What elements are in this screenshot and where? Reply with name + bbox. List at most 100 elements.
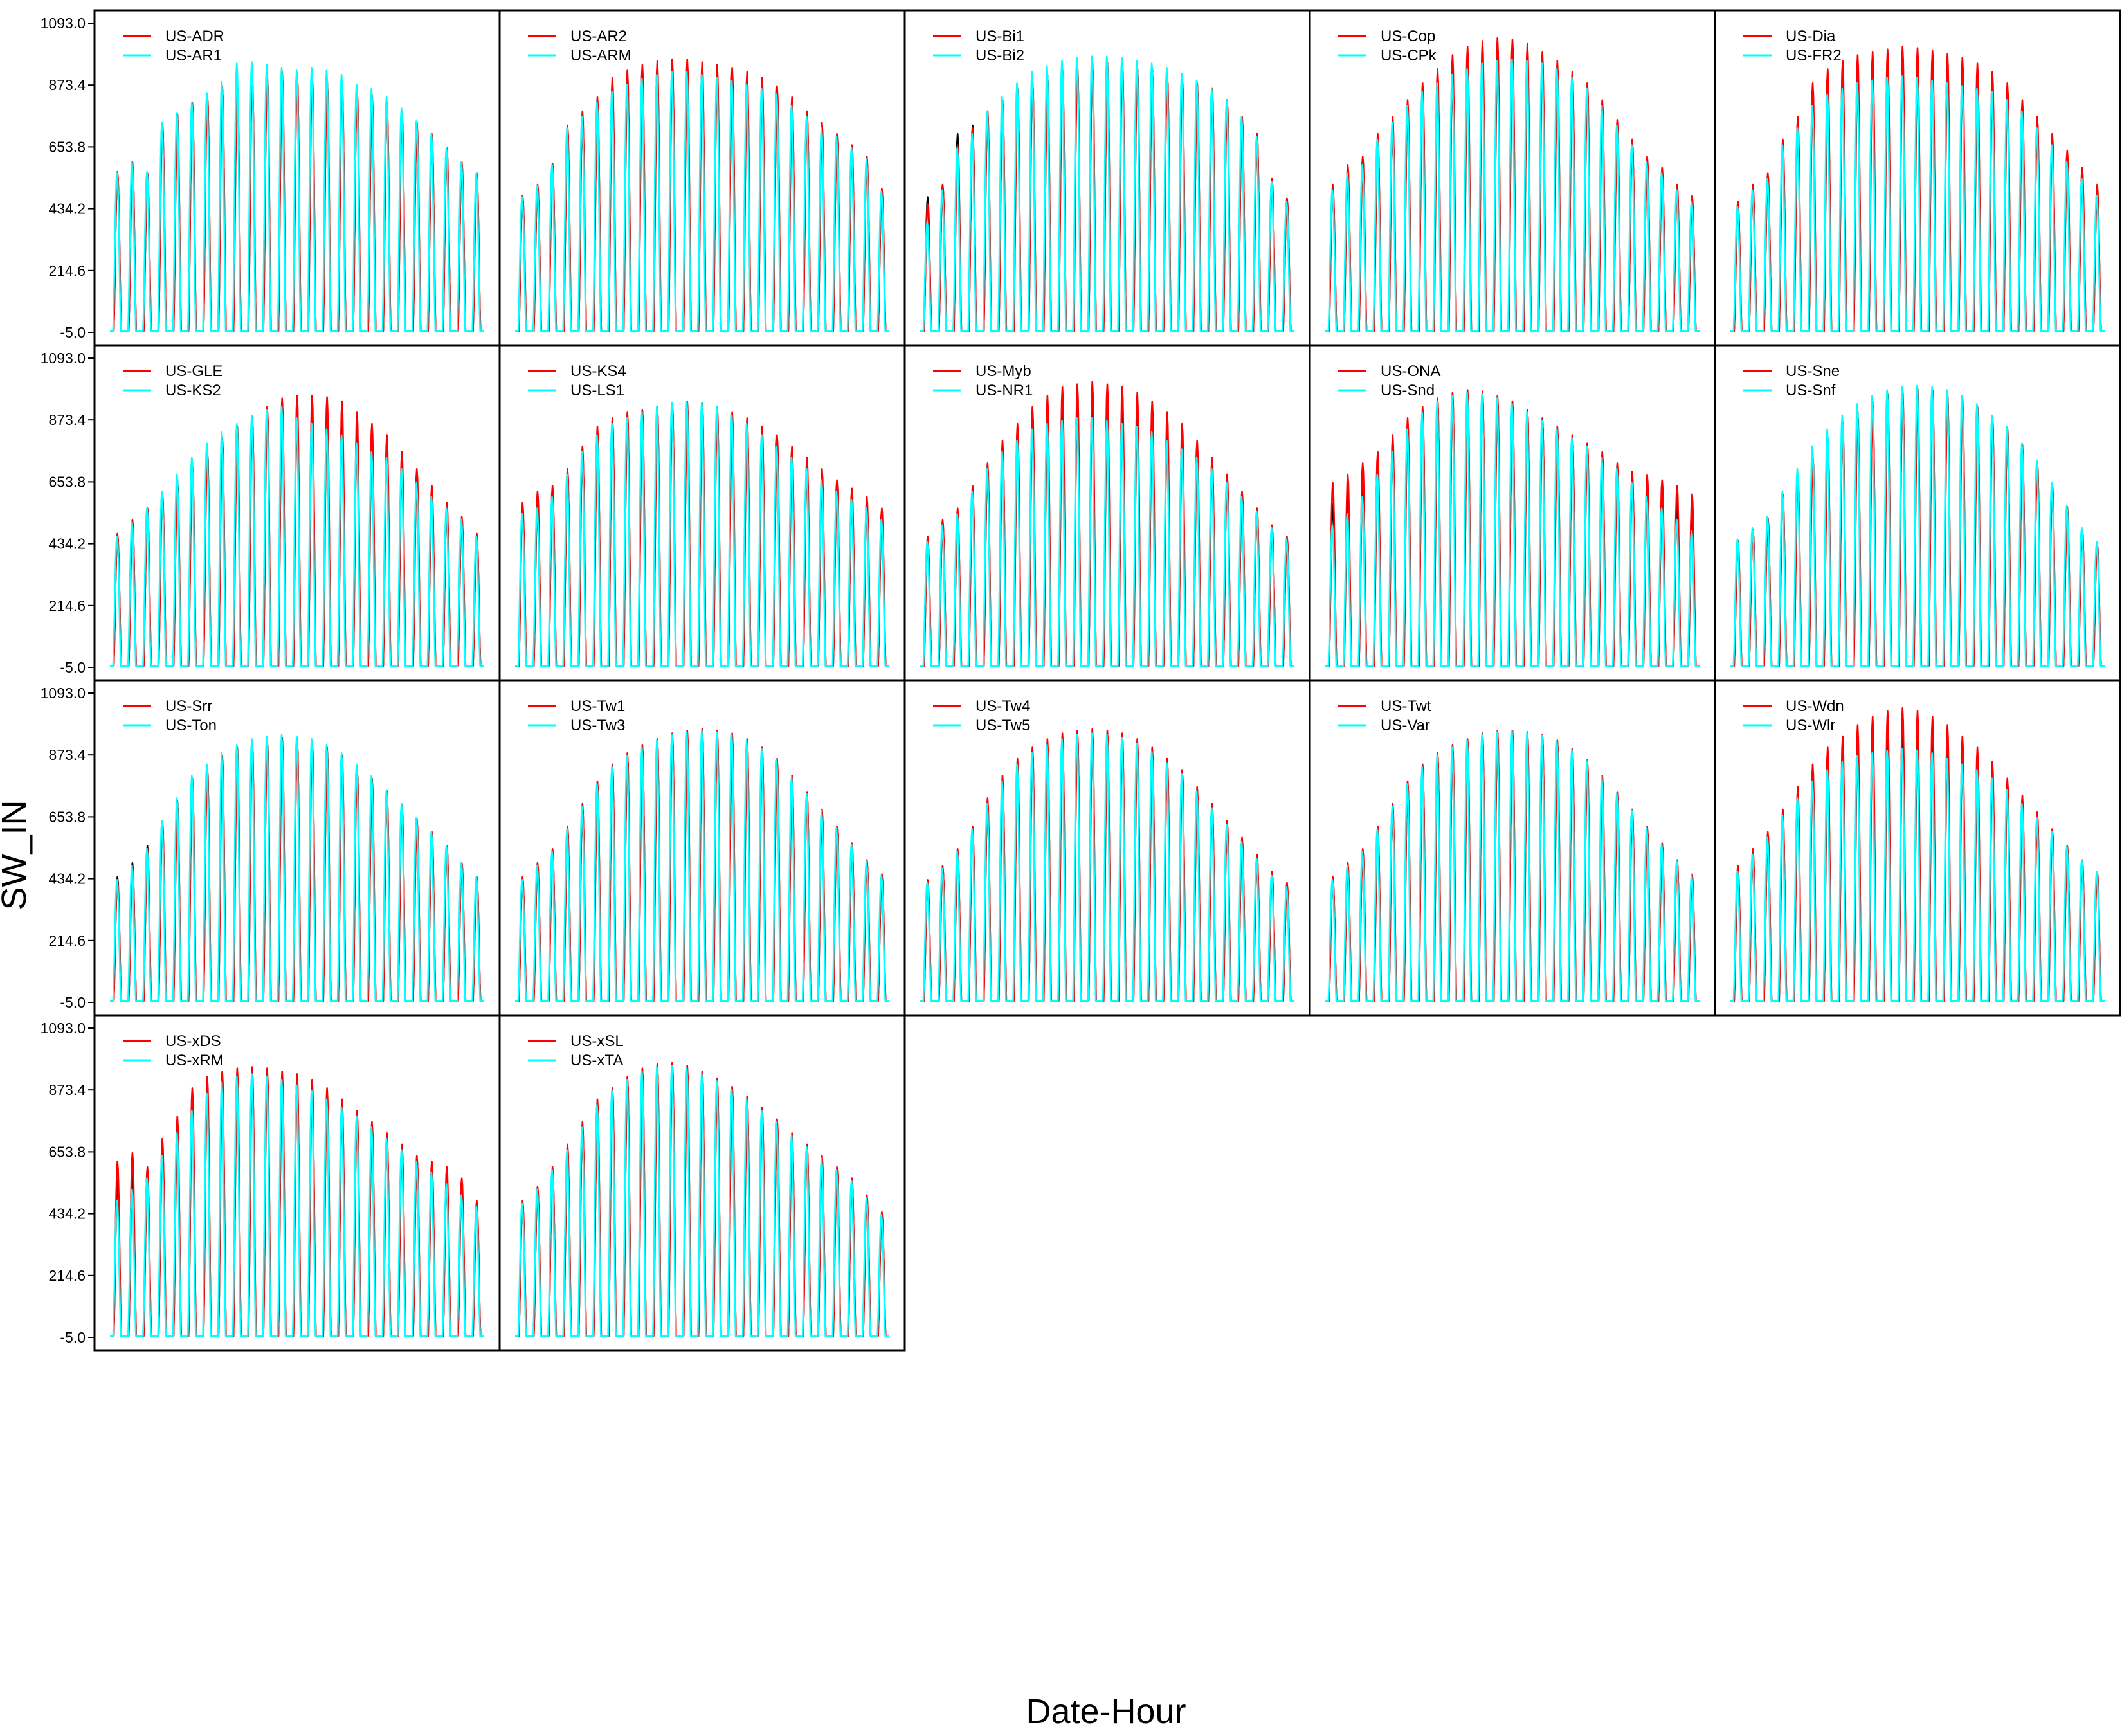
legend-entry-us-ks2: US-KS2 (165, 382, 221, 399)
panel-us-bi1: US-Bi1 US-Bi2 (903, 9, 1311, 347)
y-tick-label: 873.4 (48, 411, 86, 428)
panel-us-twt: US-Twt US-Var (1309, 679, 1716, 1017)
series-line-us-ks2 (110, 406, 484, 667)
panel-frame (498, 1014, 906, 1352)
series-line-us-tw5 (920, 732, 1294, 1002)
legend-entry-us-ks4: US-KS4 (570, 363, 626, 380)
legend-entry-us-xrm: US-xRM (165, 1052, 224, 1069)
panel-frame (498, 9, 906, 347)
panel-us-cop: US-Cop US-CPk (1309, 9, 1716, 347)
series-line-us-ton (110, 734, 484, 1002)
legend-entry-us-xta: US-xTA (570, 1052, 623, 1069)
y-tick-label: 1093.0 (41, 350, 86, 366)
panel-us-tw1: US-Tw1 US-Tw3 (498, 679, 906, 1017)
series-line-us-snf (1730, 384, 2105, 667)
panel-us-adr: -5.0 214.6 434.2 653.8 873.4 1093.0 US-ADR US-A… (41, 9, 501, 347)
legend-entry-us-xds: US-xDS (165, 1033, 221, 1050)
legend-entry-us-wdn: US-Wdn (1786, 698, 1844, 715)
y-tick-label: 873.4 (48, 1081, 86, 1098)
panel-us-tw4: US-Tw4 US-Tw5 (903, 679, 1311, 1017)
series-line-us-tw3 (515, 730, 889, 1002)
legend-entry-us-wlr: US-Wlr (1786, 717, 1835, 734)
panel-us-myb: US-Myb US-NR1 (903, 344, 1311, 682)
panel-us-srr: -5.0 214.6 434.2 653.8 873.4 1093.0 US-Srr US-T… (41, 679, 501, 1017)
legend-entry-us-srr: US-Srr (165, 698, 212, 715)
panel-us-ar2: US-AR2 US-ARM (498, 9, 906, 347)
y-tick-label: 653.8 (48, 1143, 86, 1160)
legend-entry-us-bi2: US-Bi2 (975, 47, 1024, 64)
series-line-us-ls1 (515, 400, 889, 667)
y-tick-label: -5.0 (60, 1329, 86, 1346)
y-tick-label: 434.2 (48, 871, 86, 887)
legend-entry-us-ona: US-ONA (1381, 363, 1440, 380)
panel-us-xds: -5.0 214.6 434.2 653.8 873.4 1093.0 US-xDS US-x… (41, 1014, 501, 1352)
y-axis-title: SW_IN (0, 800, 33, 910)
panel-us-ks4: US-KS4 US-LS1 (498, 344, 906, 682)
series-line-us-fr2 (1730, 75, 2105, 332)
series-line-us-bi2 (920, 55, 1294, 332)
legend-entry-us-cpk: US-CPk (1381, 47, 1437, 64)
legend-entry-us-twt: US-Twt (1381, 698, 1431, 715)
y-tick-label: 434.2 (48, 536, 86, 552)
legend-entry-us-ar1: US-AR1 (165, 47, 222, 64)
legend-entry-us-sne: US-Sne (1786, 363, 1840, 380)
series-line-us-cpk (1325, 58, 1700, 332)
panel-us-ona: US-ONA US-Snd (1309, 344, 1716, 682)
y-tick-label: -5.0 (60, 659, 86, 676)
panel-frame (93, 9, 501, 347)
y-tick-label: 653.8 (48, 473, 86, 490)
legend-entry-us-snf: US-Snf (1786, 382, 1836, 399)
legend-entry-us-ton: US-Ton (165, 717, 217, 734)
y-tick-label: 214.6 (48, 262, 86, 279)
y-tick-label: 434.2 (48, 1206, 86, 1222)
panel-us-xsl: US-xSL US-xTA (498, 1014, 906, 1352)
y-tick-label: 214.6 (48, 932, 86, 949)
y-tick-label: 873.4 (48, 77, 86, 93)
series-line-us-arm (515, 71, 889, 332)
series-line-us-ar1 (110, 61, 484, 332)
series-line-us-nr1 (920, 417, 1294, 667)
panel-frame (1714, 679, 2121, 1017)
legend-entry-us-tw4: US-Tw4 (975, 698, 1030, 715)
series-line-us-var (1325, 730, 1700, 1002)
series-line-us-wlr (1730, 748, 2105, 1002)
y-tick-label: 653.8 (48, 138, 86, 155)
legend-entry-us-nr1: US-NR1 (975, 382, 1033, 399)
series-line-us-snd (1325, 392, 1700, 667)
panel-grid: -5.0 214.6 434.2 653.8 873.4 1093.0 US-ADR US-A… (41, 9, 2121, 1352)
x-axis-title: Date-Hour (1026, 1692, 1186, 1731)
panel-us-gle: -5.0 214.6 434.2 653.8 873.4 1093.0 US-GLE US-K… (41, 344, 501, 682)
legend-entry-us-xsl: US-xSL (570, 1033, 624, 1050)
legend-entry-us-cop: US-Cop (1381, 28, 1435, 45)
panel-frame (93, 679, 501, 1017)
series-line-us-xta (515, 1065, 889, 1337)
panel-frame (498, 344, 906, 682)
legend-entry-us-myb: US-Myb (975, 363, 1031, 380)
y-tick-label: 214.6 (48, 1267, 86, 1284)
legend-entry-us-adr: US-ADR (165, 28, 224, 45)
y-tick-label: 434.2 (48, 201, 86, 217)
legend-entry-us-gle: US-GLE (165, 363, 222, 380)
legend-entry-us-ls1: US-LS1 (570, 382, 624, 399)
legend-entry-us-tw3: US-Tw3 (570, 717, 625, 734)
legend-entry-us-tw1: US-Tw1 (570, 698, 625, 715)
y-tick-label: 214.6 (48, 597, 86, 614)
legend-entry-us-dia: US-Dia (1786, 28, 1836, 45)
y-tick-label: 1093.0 (41, 1020, 86, 1036)
panel-us-wdn: US-Wdn US-Wlr (1714, 679, 2121, 1017)
legend-entry-us-snd: US-Snd (1381, 382, 1435, 399)
panel-us-sne: US-Sne US-Snf (1714, 344, 2121, 682)
panel-frame (93, 1014, 501, 1352)
panel-us-dia: US-Dia US-FR2 (1714, 9, 2121, 347)
y-tick-label: 653.8 (48, 808, 86, 825)
legend-entry-us-var: US-Var (1381, 717, 1430, 734)
legend-entry-us-bi1: US-Bi1 (975, 28, 1024, 45)
y-tick-label: 1093.0 (41, 685, 86, 701)
legend-entry-us-tw5: US-Tw5 (975, 717, 1030, 734)
legend-entry-us-ar2: US-AR2 (570, 28, 627, 45)
y-tick-label: -5.0 (60, 994, 86, 1011)
panel-frame (1309, 344, 1716, 682)
series-line-us-xrm (110, 1073, 484, 1337)
legend-entry-us-fr2: US-FR2 (1786, 47, 1842, 64)
